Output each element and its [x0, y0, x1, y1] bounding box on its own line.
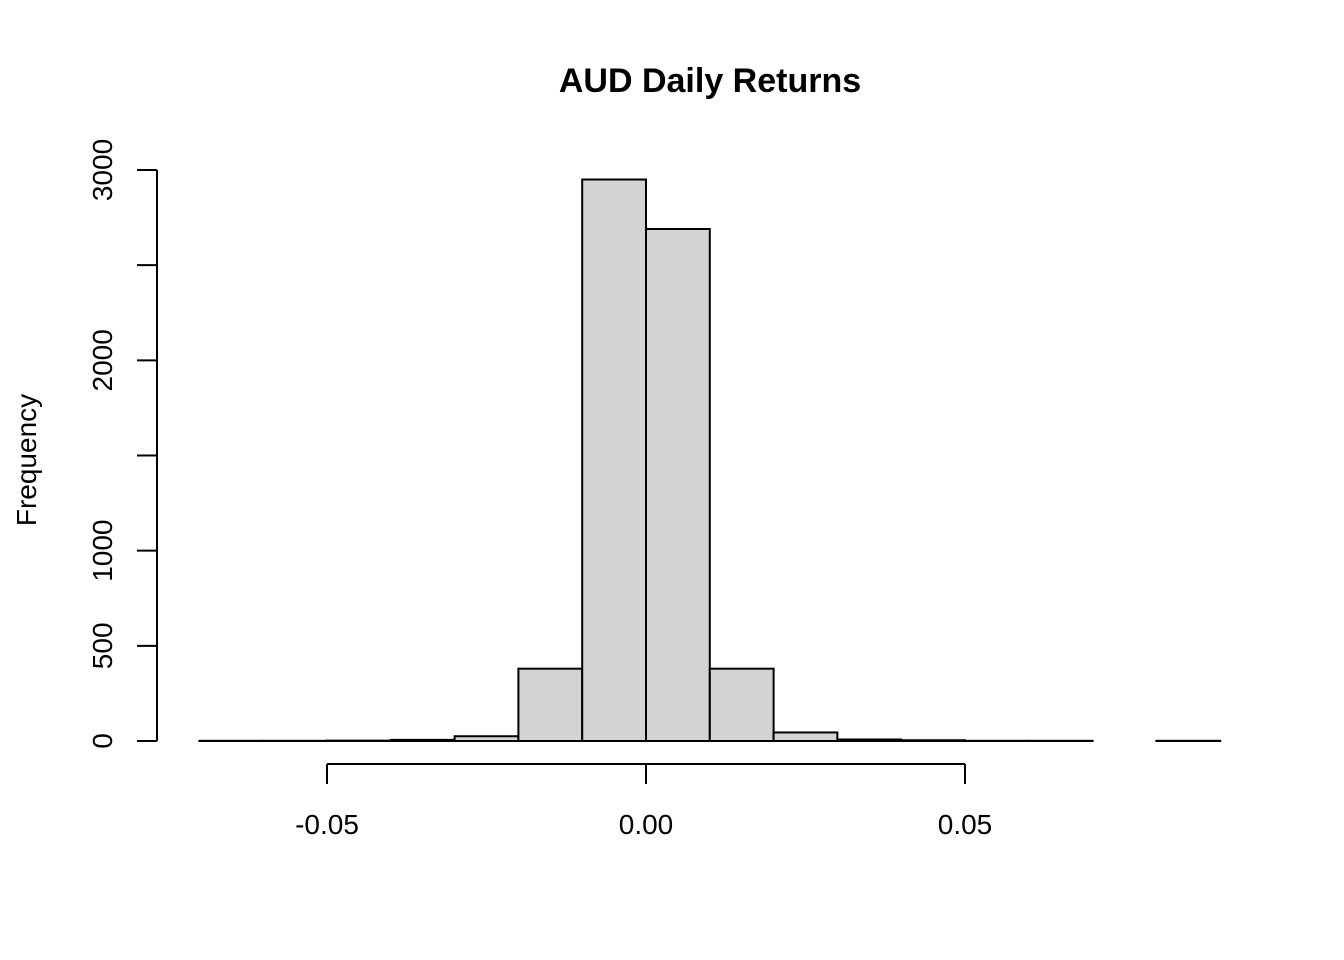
histogram-bar	[836, 738, 903, 743]
y-tick-label: 3000	[87, 139, 118, 201]
histogram-bar	[581, 178, 648, 742]
x-axis: -0.05 0.00 0.05	[295, 763, 993, 840]
y-tick-label: 1000	[87, 520, 118, 582]
x-tick-label: 0.05	[938, 809, 993, 840]
y-axis: 0 500 1000 2000 3000	[87, 139, 158, 749]
histogram-bar	[900, 739, 967, 742]
histogram-bar	[708, 667, 775, 743]
y-tick-label: 0	[87, 733, 118, 749]
y-tick-label: 2000	[87, 329, 118, 391]
histogram-bar	[517, 667, 584, 743]
histogram-bar	[389, 738, 456, 742]
histogram-bar	[453, 735, 520, 742]
bars-group	[198, 178, 1222, 743]
y-axis-label: Frequency	[11, 394, 42, 526]
histogram-bar	[645, 228, 711, 742]
y-tick-label: 500	[87, 622, 118, 669]
x-tick-label: -0.05	[295, 809, 359, 840]
x-tick-label: 0.00	[619, 809, 674, 840]
chart-title: AUD Daily Returns	[559, 62, 861, 100]
histogram-bar	[772, 731, 839, 742]
